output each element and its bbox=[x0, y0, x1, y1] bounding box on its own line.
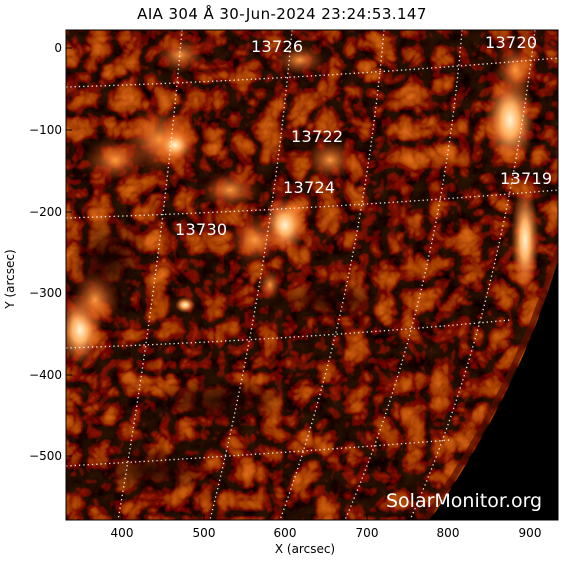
y-axis-label: Y (arcsec) bbox=[3, 249, 17, 309]
x-axis-label: X (arcsec) bbox=[274, 542, 336, 556]
plot-frame bbox=[65, 29, 559, 521]
region-label-13722: 13722 bbox=[291, 127, 343, 146]
x-tick-label: 900 bbox=[519, 526, 542, 540]
x-axis-ticks bbox=[121, 514, 531, 520]
solar-disk-image: 13726 13720 13722 13719 13724 13730 Sola… bbox=[66, 30, 558, 520]
region-label-13730: 13730 bbox=[175, 220, 227, 239]
watermark-text: SolarMonitor.org bbox=[386, 490, 542, 512]
x-tick-label: 700 bbox=[356, 526, 379, 540]
region-label-13720: 13720 bbox=[485, 33, 537, 52]
x-tick-label: 400 bbox=[111, 526, 134, 540]
image-title: AIA 304 Å 30-Jun-2024 23:24:53.147 bbox=[137, 5, 427, 23]
x-tick-label: 500 bbox=[193, 526, 216, 540]
y-tick-label: −500 bbox=[29, 449, 62, 463]
y-tick-label: −200 bbox=[29, 205, 62, 219]
region-label-13724: 13724 bbox=[283, 178, 335, 197]
heliographic-grid bbox=[66, 30, 558, 520]
region-label-13719: 13719 bbox=[500, 169, 552, 188]
y-tick-label: 0 bbox=[54, 41, 62, 55]
y-tick-label: −400 bbox=[29, 368, 62, 382]
x-tick-label: 600 bbox=[274, 526, 297, 540]
y-tick-label: −300 bbox=[29, 286, 62, 300]
y-tick-label: −100 bbox=[29, 123, 62, 137]
x-tick-label: 800 bbox=[437, 526, 460, 540]
region-label-13726: 13726 bbox=[251, 37, 303, 56]
y-axis-ticks bbox=[66, 47, 72, 457]
